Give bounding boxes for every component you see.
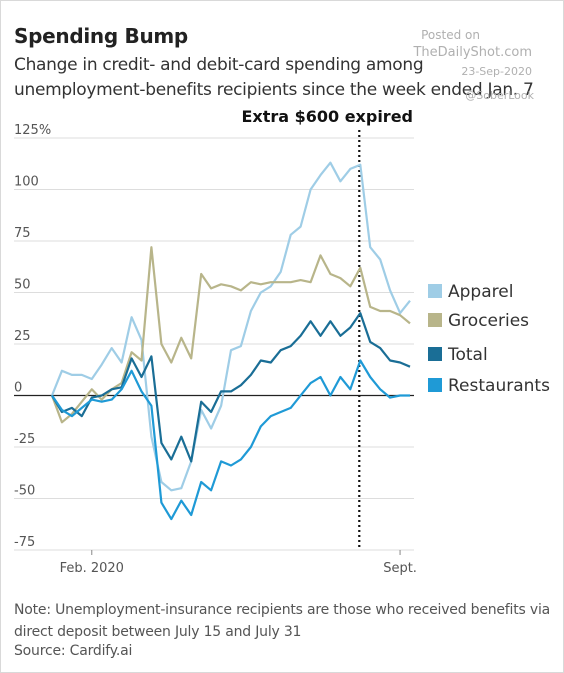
x-tick-label: Feb. 2020 [60, 561, 124, 576]
legend-swatch [428, 378, 442, 392]
y-tick-label: -75 [14, 535, 35, 550]
legend-label: Restaurants [448, 376, 550, 396]
y-tick-label: 0 [14, 381, 22, 396]
legend-swatch [428, 313, 442, 327]
y-tick-label: 125% [14, 123, 51, 138]
chart-subtitle: Change in credit- and debit-card spendin… [14, 55, 534, 100]
watermark-date: 23-Sep-2020 [461, 65, 532, 78]
watermark-handle: @SoberLook [465, 89, 534, 102]
y-tick-label: -50 [14, 484, 35, 499]
legend-swatch [428, 284, 442, 298]
legend-label: Groceries [448, 311, 529, 331]
y-tick-label: 100 [14, 175, 39, 190]
watermark-site: TheDailyShot.com [413, 45, 532, 60]
legend-swatch [428, 347, 442, 361]
chart-source: Source: Cardify.ai [14, 643, 133, 659]
chart-title: Spending Bump [14, 24, 188, 48]
y-tick-label: -25 [14, 432, 35, 447]
y-tick-label: 25 [14, 329, 31, 344]
chart-note: Note: Unemployment-insurance recipients … [14, 602, 551, 640]
series-line-apparel [50, 161, 411, 492]
annotation-label: Extra $600 expired [241, 107, 413, 126]
series-line-restaurants [51, 359, 410, 521]
legend-label: Apparel [448, 282, 513, 302]
x-tick-label: Sept. [383, 561, 417, 576]
y-tick-label: 50 [14, 278, 31, 293]
y-tick-label: 75 [14, 226, 31, 241]
legend-label: Total [447, 345, 488, 365]
watermark-posted: Posted on [421, 28, 480, 42]
series-line-total [51, 312, 411, 463]
